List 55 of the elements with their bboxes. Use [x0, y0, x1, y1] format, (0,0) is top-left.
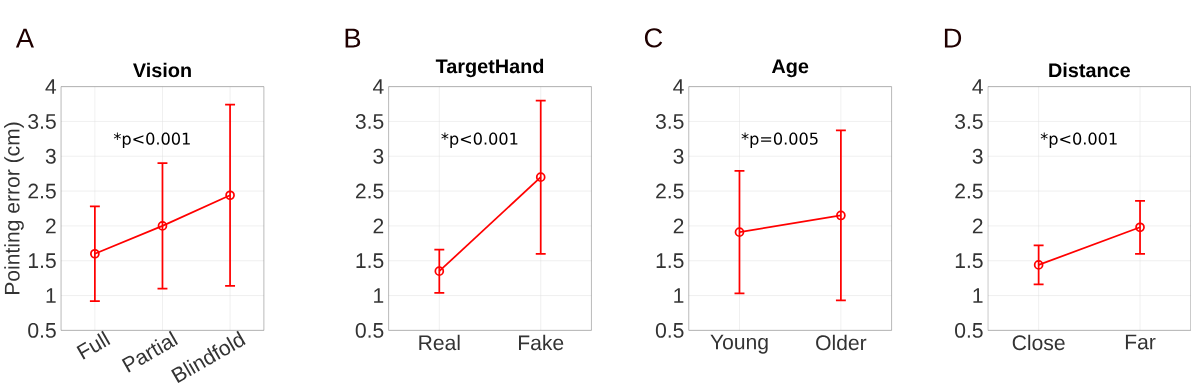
- y-tick-label: 1.5: [656, 253, 684, 269]
- point: [157, 221, 168, 231]
- y-tick-label: 4: [673, 79, 684, 95]
- y-axis-title: Pointing error (cm): [4, 122, 24, 295]
- y-tick-label: 3: [673, 148, 684, 164]
- y-tick-label: 1: [973, 288, 983, 303]
- x-tick-label: Real: [419, 334, 460, 351]
- x-tick-label: Close: [1012, 334, 1065, 351]
- chart-title: TargetHand: [435, 58, 544, 78]
- text: C: [644, 28, 663, 48]
- point: [225, 190, 235, 201]
- y-tick-label: 2: [673, 218, 684, 234]
- y-tick-label: 2: [972, 218, 983, 234]
- x-tick-label: Older: [816, 334, 867, 351]
- x-tick-label: Far: [1125, 334, 1156, 350]
- y-tick-label: 0.5: [355, 323, 384, 339]
- y-tick-label: 1: [374, 288, 384, 303]
- y-tick-label: 2.5: [656, 183, 684, 199]
- annotation: *p=0.005: [741, 132, 818, 149]
- y-tick-label: 1: [674, 288, 684, 303]
- y-tick-label: 4: [972, 79, 983, 95]
- y-tick-label: 3.5: [655, 114, 684, 130]
- y-tick-label: 0.5: [28, 323, 56, 339]
- y-tick-label: 1.5: [356, 253, 384, 269]
- x-tick-label: Fake: [519, 334, 564, 351]
- y-tick-label: 1: [46, 288, 56, 303]
- y-tick-label: 2: [46, 218, 56, 234]
- text: B: [345, 28, 361, 48]
- y-tick-label: 2.5: [28, 183, 56, 199]
- y-tick-label: 2.5: [355, 183, 384, 199]
- y-tick-label: 3: [45, 148, 56, 164]
- y-tick-label: 4: [45, 79, 57, 95]
- x-tick-label: Young: [710, 334, 768, 354]
- x-tick-label: Full: [76, 331, 111, 360]
- y-tick-label: 0.5: [955, 323, 983, 339]
- y-tick-label: 2: [373, 218, 384, 234]
- annotation: *p<0.001: [1040, 132, 1117, 149]
- text: D: [944, 28, 962, 48]
- point: [90, 249, 100, 259]
- text: A: [15, 28, 34, 48]
- y-tick-label: 3: [972, 148, 983, 164]
- chart-title: Vision: [133, 62, 191, 78]
- y-tick-label: 1.5: [955, 253, 983, 269]
- y-tick-label: 3.5: [355, 114, 384, 130]
- annotation: *p<0.001: [113, 132, 190, 149]
- y-tick-label: 3: [373, 148, 384, 164]
- annotation: *p<0.001: [441, 132, 518, 149]
- y-tick-label: 1.5: [28, 253, 56, 269]
- y-tick-label: 3.5: [28, 114, 56, 130]
- chart-title: Distance: [1049, 62, 1131, 78]
- y-tick-label: 2.5: [955, 183, 983, 199]
- y-tick-label: 4: [372, 79, 384, 95]
- y-tick-label: 3.5: [955, 114, 983, 130]
- chart-title: Age: [771, 59, 809, 78]
- y-tick-label: 0.5: [655, 323, 684, 339]
